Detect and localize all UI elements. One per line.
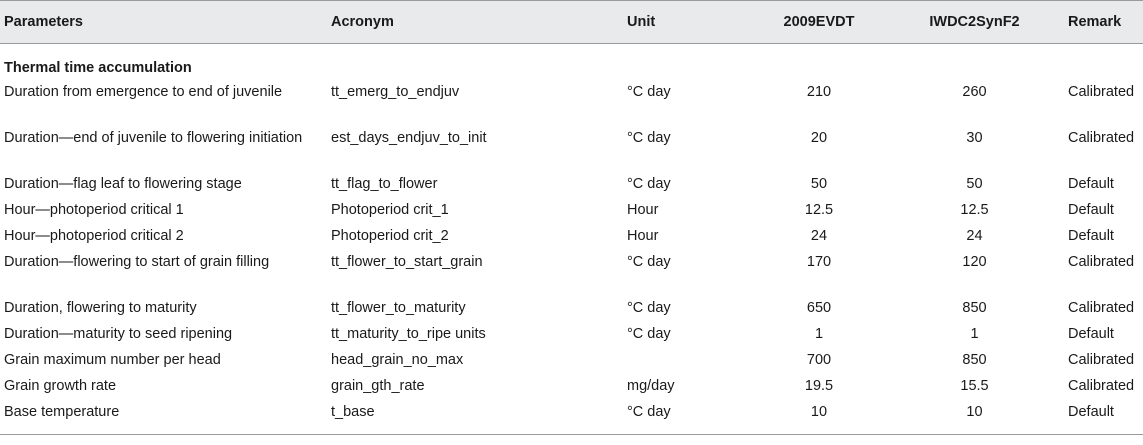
- header-unit: Unit: [627, 14, 656, 30]
- cell-2009evdt: 650: [806, 300, 832, 316]
- cell-2009evdt: 24: [810, 228, 828, 244]
- table-row: Grain growth rate grain_gth_rate mg/day 19.…: [0, 374, 1143, 400]
- cell-unit: °C day: [627, 300, 671, 316]
- table-row: Duration—flowering to start of grain fil…: [0, 250, 1143, 296]
- cell-acronym: head_grain_no_max: [331, 352, 464, 368]
- table-row: Duration—flag leaf to flowering stage tt_…: [0, 172, 1143, 198]
- cell-acronym: tt_emerg_to_endjuv: [331, 84, 460, 100]
- cell-parameter: Base temperature: [4, 404, 120, 420]
- table-body: Thermal time accumulation Duration from …: [0, 44, 1143, 435]
- cell-remark: Calibrated: [1068, 352, 1135, 368]
- header-iwdc2synf2: IWDC2SynF2: [929, 14, 1020, 30]
- cell-acronym: grain_gth_rate: [331, 378, 425, 394]
- cell-2009evdt: 12.5: [804, 202, 834, 218]
- header-parameters: Parameters: [4, 14, 83, 30]
- cell-iwdc2synf2: 10: [966, 404, 983, 420]
- cell-acronym: tt_flag_to_flower: [331, 176, 438, 192]
- cell-parameter: Grain growth rate: [4, 378, 117, 394]
- table-row: Duration—end of juvenile to flowering in…: [0, 126, 1143, 172]
- cell-acronym: Photoperiod crit_2: [331, 228, 449, 244]
- cell-parameter: Duration, flowering to maturity: [4, 300, 197, 316]
- cell-iwdc2synf2: 260: [962, 84, 987, 100]
- cell-parameter: Duration—end of juvenile to flowering in…: [4, 130, 303, 146]
- cell-unit: °C day: [627, 326, 671, 342]
- table-row: Base temperature t_base °C day 10 10 Default: [0, 400, 1143, 434]
- cell-unit: °C day: [627, 130, 671, 146]
- cell-2009evdt: 19.5: [804, 378, 834, 394]
- cell-remark: Calibrated: [1068, 254, 1135, 270]
- section-title: Thermal time accumulation: [4, 60, 192, 76]
- table-bottom-rule: [0, 434, 1143, 435]
- cell-unit: °C day: [627, 254, 671, 270]
- cell-2009evdt: 1: [814, 326, 824, 342]
- cell-remark: Default: [1068, 404, 1114, 420]
- cell-iwdc2synf2: 15.5: [960, 378, 989, 394]
- cell-parameter: Hour—photoperiod critical 1: [4, 202, 184, 218]
- cell-remark: Calibrated: [1068, 300, 1135, 316]
- cell-unit: °C day: [627, 176, 671, 192]
- cell-remark: Calibrated: [1068, 130, 1135, 146]
- header-row: Parameters Acronym Unit 2009EVDT IWDC2Sy…: [0, 0, 1143, 44]
- cell-2009evdt: 170: [806, 254, 832, 270]
- cell-2009evdt: 50: [810, 176, 828, 192]
- cell-acronym: Photoperiod crit_1: [331, 202, 449, 218]
- cell-unit: Hour: [627, 228, 659, 244]
- table-row: Hour—photoperiod critical 1 Photoperiod c…: [0, 198, 1143, 224]
- cell-iwdc2synf2: 12.5: [960, 202, 989, 218]
- cell-iwdc2synf2: 30: [966, 130, 983, 146]
- cell-remark: Default: [1068, 202, 1114, 218]
- cell-acronym: est_days_endjuv_to_init: [331, 130, 487, 146]
- cell-iwdc2synf2: 850: [962, 352, 987, 368]
- cell-parameter: Grain maximum number per head: [4, 352, 221, 368]
- table-row: Duration from emergence to end of juveni…: [0, 80, 1143, 126]
- cell-acronym: tt_flower_to_maturity: [331, 300, 466, 316]
- cell-parameter: Duration—maturity to seed ripening: [4, 326, 233, 342]
- cell-2009evdt: 20: [810, 130, 828, 146]
- cell-unit: mg/day: [627, 378, 675, 394]
- cell-iwdc2synf2: 1: [970, 326, 979, 342]
- header-acronym: Acronym: [331, 14, 394, 30]
- cell-remark: Default: [1068, 326, 1114, 342]
- parameters-table: Parameters Acronym Unit 2009EVDT IWDC2Sy…: [0, 0, 1143, 435]
- cell-parameter: Duration—flowering to start of grain fil…: [4, 254, 270, 270]
- cell-parameter: Hour—photoperiod critical 2: [4, 228, 184, 244]
- cell-2009evdt: 10: [810, 404, 828, 420]
- cell-acronym: tt_maturity_to_ripe units: [331, 326, 486, 342]
- cell-acronym: t_base: [331, 404, 375, 420]
- cell-remark: Calibrated: [1068, 378, 1135, 394]
- cell-unit: °C day: [627, 404, 671, 420]
- cell-unit: °C day: [627, 84, 671, 100]
- table-row: Duration—maturity to seed ripening tt_mat…: [0, 322, 1143, 348]
- cell-iwdc2synf2: 50: [966, 176, 983, 192]
- cell-remark: Calibrated: [1068, 84, 1135, 100]
- section-row: Thermal time accumulation: [0, 44, 1143, 81]
- header-2009evdt: 2009EVDT: [783, 14, 855, 30]
- table-row: Duration, flowering to maturity tt_flower…: [0, 296, 1143, 322]
- table-header: Parameters Acronym Unit 2009EVDT IWDC2Sy…: [0, 0, 1143, 44]
- header-remark: Remark: [1068, 14, 1122, 30]
- cell-iwdc2synf2: 120: [962, 254, 987, 270]
- cell-remark: Default: [1068, 228, 1114, 244]
- cell-iwdc2synf2: 24: [966, 228, 983, 244]
- cell-2009evdt: 210: [806, 84, 832, 100]
- table-row: Grain maximum number per head head_grain_…: [0, 348, 1143, 374]
- cell-remark: Default: [1068, 176, 1114, 192]
- cell-iwdc2synf2: 850: [962, 300, 987, 316]
- cell-parameter: Duration from emergence to end of juveni…: [4, 84, 283, 100]
- table-row: Hour—photoperiod critical 2 Photoperiod c…: [0, 224, 1143, 250]
- cell-unit: [623, 348, 743, 374]
- cell-parameter: Duration—flag leaf to flowering stage: [4, 176, 242, 192]
- cell-2009evdt: 700: [806, 352, 832, 368]
- cell-acronym: tt_flower_to_start_grain: [331, 254, 483, 270]
- cell-unit: Hour: [627, 202, 659, 218]
